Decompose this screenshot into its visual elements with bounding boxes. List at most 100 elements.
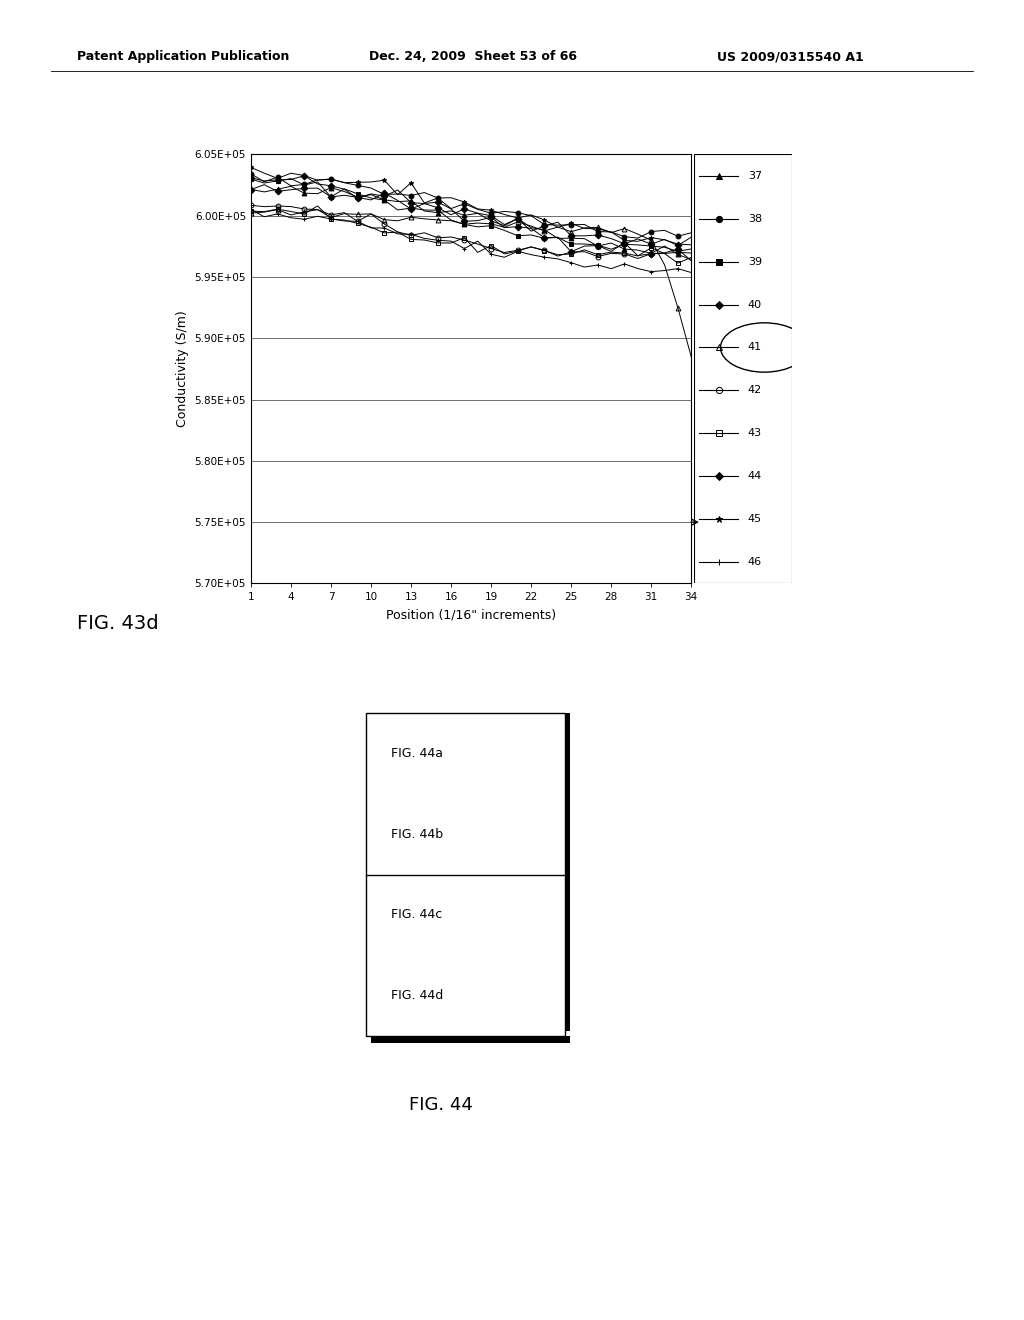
Text: 44: 44	[748, 471, 762, 482]
43	[285, 203, 297, 219]
39	[645, 238, 657, 253]
45	[271, 170, 284, 186]
40	[565, 228, 578, 244]
46	[658, 263, 671, 279]
44	[658, 246, 671, 261]
39	[605, 242, 617, 257]
40	[298, 168, 310, 183]
44	[552, 230, 564, 246]
42	[444, 230, 457, 246]
37	[444, 203, 457, 219]
44	[618, 235, 631, 251]
39	[444, 213, 457, 228]
46	[458, 240, 470, 256]
41	[298, 203, 310, 219]
40	[458, 201, 470, 216]
41	[539, 223, 551, 239]
38	[685, 224, 697, 240]
45	[499, 207, 511, 223]
37	[271, 181, 284, 197]
38	[338, 174, 350, 190]
41	[685, 348, 697, 364]
44	[672, 242, 684, 257]
40	[472, 206, 484, 222]
40	[512, 211, 524, 227]
38	[258, 174, 270, 190]
44	[472, 213, 484, 228]
X-axis label: Position (1/16" increments): Position (1/16" increments)	[386, 609, 556, 620]
42	[391, 224, 403, 240]
42	[458, 232, 470, 248]
46	[579, 259, 591, 275]
Text: 46: 46	[748, 557, 762, 568]
43	[485, 238, 498, 253]
Text: FIG. 44: FIG. 44	[410, 1096, 473, 1114]
42	[351, 214, 364, 230]
Text: 43: 43	[748, 428, 762, 438]
37	[552, 231, 564, 247]
38	[499, 203, 511, 219]
45	[672, 236, 684, 252]
44	[499, 220, 511, 236]
39	[298, 177, 310, 193]
42	[658, 246, 671, 261]
38	[271, 169, 284, 185]
43	[418, 232, 430, 248]
39	[658, 239, 671, 255]
38	[404, 187, 417, 203]
41	[552, 219, 564, 235]
40	[245, 170, 257, 186]
46	[351, 214, 364, 230]
Line: 37: 37	[249, 183, 693, 261]
41	[338, 206, 350, 222]
44	[285, 182, 297, 198]
42	[245, 198, 257, 214]
44	[592, 238, 604, 253]
44	[311, 181, 324, 197]
37	[391, 194, 403, 210]
46	[592, 257, 604, 273]
41	[645, 232, 657, 248]
45	[525, 207, 538, 223]
45	[391, 187, 403, 203]
43	[525, 239, 538, 255]
40	[539, 218, 551, 234]
45	[258, 165, 270, 181]
45	[552, 219, 564, 235]
38	[391, 186, 403, 202]
39	[539, 231, 551, 247]
46	[485, 247, 498, 263]
40	[672, 238, 684, 253]
39	[404, 201, 417, 216]
40	[444, 207, 457, 223]
39	[351, 186, 364, 202]
39	[592, 238, 604, 253]
42	[298, 201, 310, 216]
39	[325, 189, 337, 205]
46	[391, 226, 403, 242]
41	[365, 206, 377, 222]
40	[258, 173, 270, 189]
41	[285, 207, 297, 223]
46	[512, 243, 524, 259]
44	[258, 177, 270, 193]
43	[552, 247, 564, 263]
46	[325, 211, 337, 227]
37	[539, 222, 551, 238]
39	[338, 181, 350, 197]
44	[605, 243, 617, 259]
39	[431, 202, 443, 218]
39	[245, 172, 257, 187]
45	[658, 232, 671, 248]
46	[418, 231, 430, 247]
Line: 46: 46	[249, 207, 693, 275]
41	[632, 226, 644, 242]
37	[645, 246, 657, 261]
44	[271, 183, 284, 199]
45	[485, 202, 498, 218]
45	[685, 236, 697, 252]
45	[245, 160, 257, 176]
43	[365, 219, 377, 235]
46	[618, 256, 631, 272]
42	[325, 207, 337, 223]
